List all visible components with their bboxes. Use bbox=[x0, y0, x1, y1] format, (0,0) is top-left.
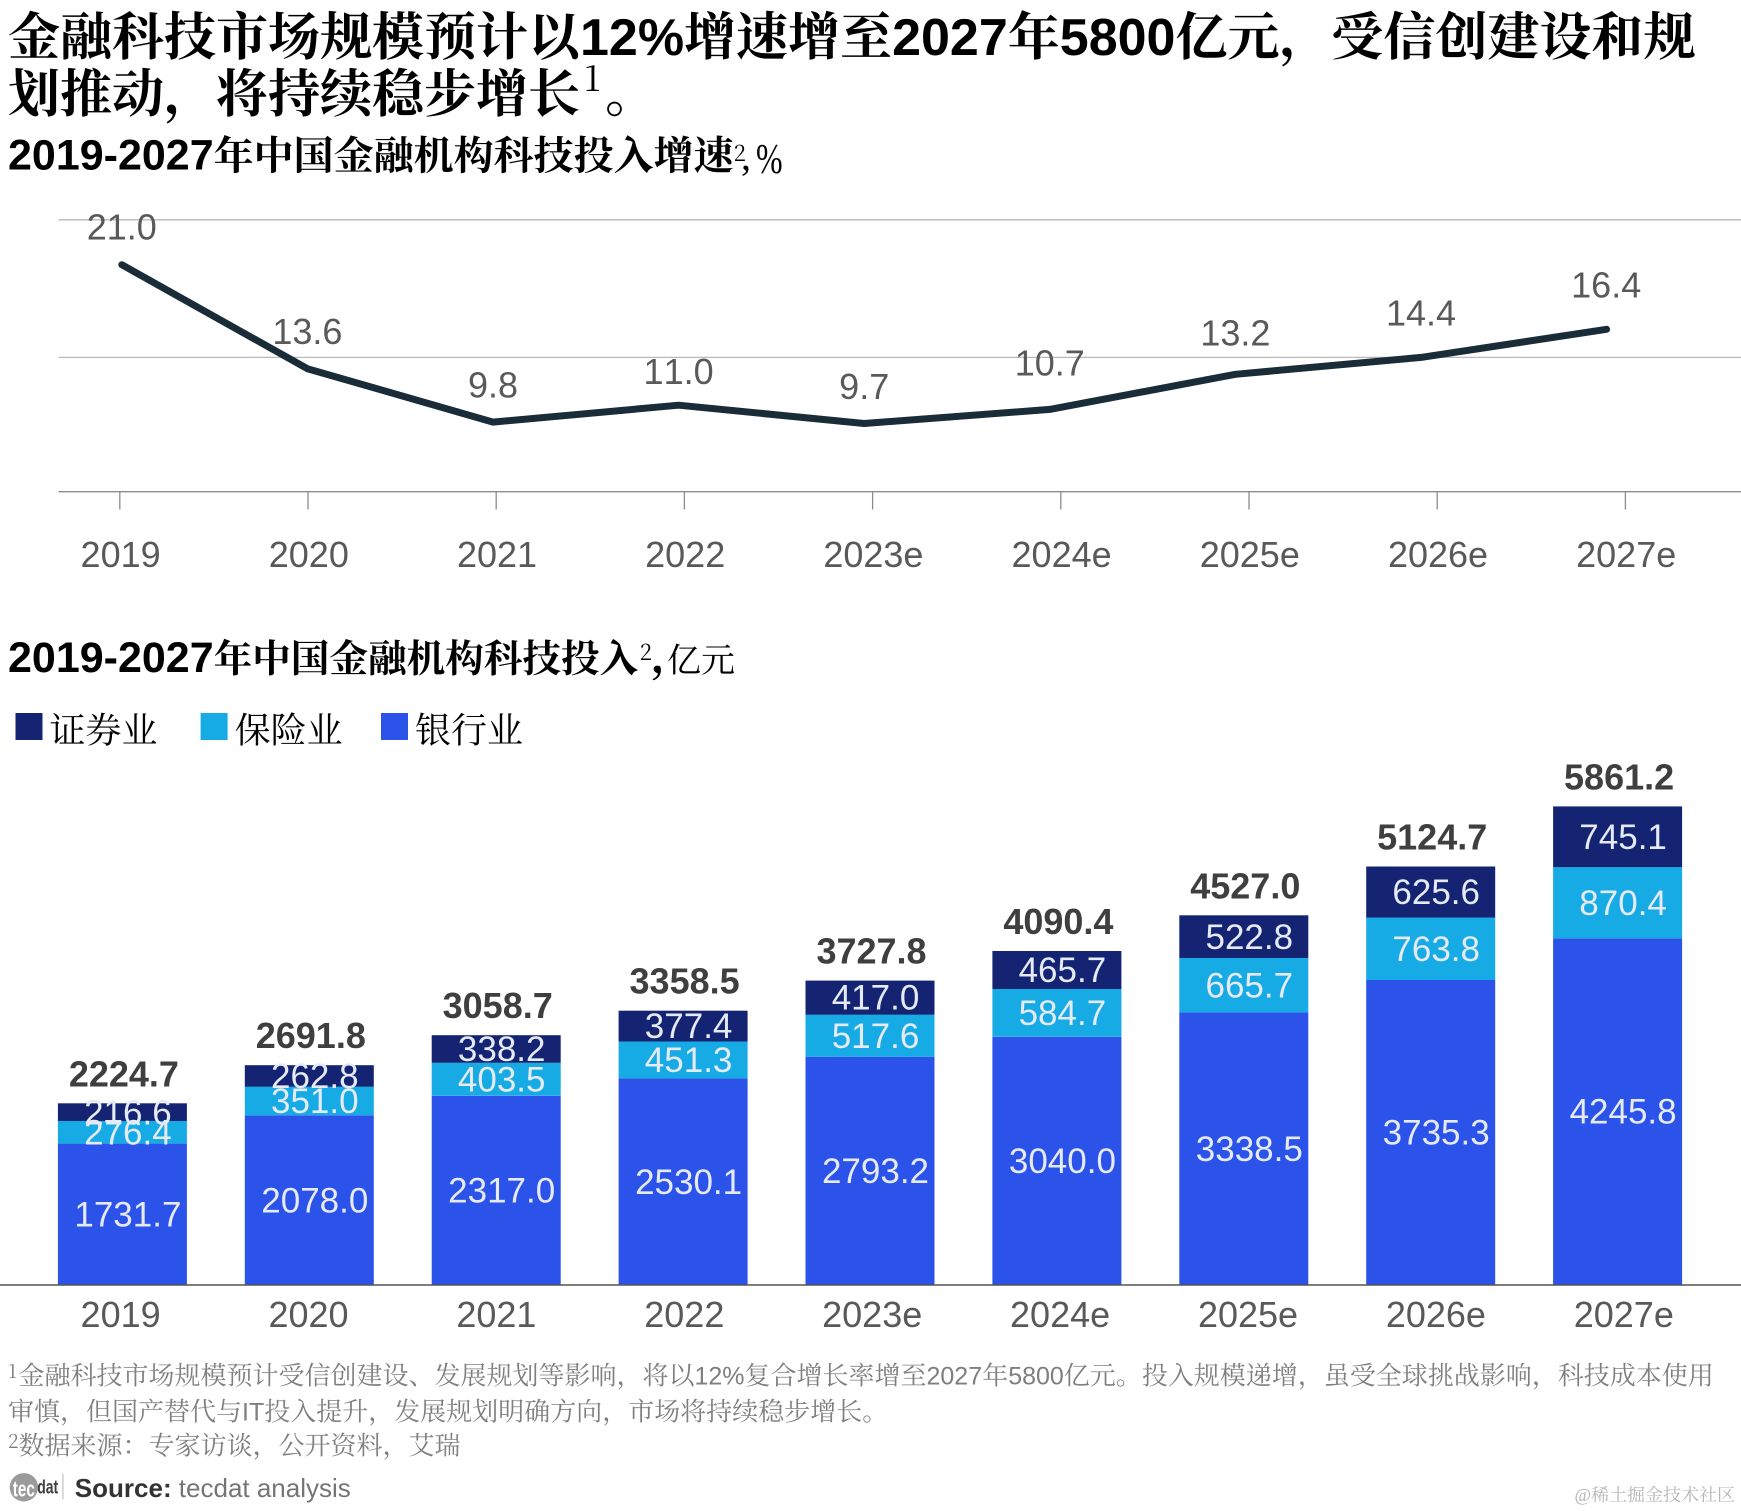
svg-text:2019-2027: 2019-2027 bbox=[8, 634, 214, 682]
svg-text:9.8: 9.8 bbox=[468, 365, 518, 406]
svg-text:2024e: 2024e bbox=[1010, 1294, 1110, 1335]
svg-text:2224.7: 2224.7 bbox=[69, 1053, 179, 1094]
svg-text:10.7: 10.7 bbox=[1015, 343, 1085, 384]
svg-text:351.0: 351.0 bbox=[271, 1082, 359, 1121]
svg-text:12%: 12% bbox=[580, 9, 684, 67]
svg-text:2021: 2021 bbox=[457, 534, 537, 575]
svg-text:5800: 5800 bbox=[1008, 1363, 1064, 1391]
svg-text:21.0: 21.0 bbox=[87, 207, 157, 248]
svg-text:IT: IT bbox=[242, 1399, 264, 1427]
svg-text:2027: 2027 bbox=[927, 1363, 983, 1391]
svg-text:12%: 12% bbox=[695, 1363, 745, 1391]
svg-text:2023e: 2023e bbox=[822, 1294, 922, 1335]
svg-text:2026e: 2026e bbox=[1388, 534, 1488, 575]
svg-text:2026e: 2026e bbox=[1386, 1294, 1486, 1335]
svg-text:tec: tec bbox=[13, 1476, 35, 1501]
svg-text:2020: 2020 bbox=[269, 534, 349, 575]
svg-text:3338.5: 3338.5 bbox=[1196, 1130, 1303, 1169]
svg-text:216.6: 216.6 bbox=[84, 1093, 172, 1132]
svg-text:665.7: 665.7 bbox=[1206, 966, 1294, 1005]
svg-text:2020: 2020 bbox=[268, 1294, 348, 1335]
svg-text:3040.0: 3040.0 bbox=[1009, 1142, 1116, 1181]
svg-text:2023e: 2023e bbox=[823, 534, 923, 575]
svg-text:9.7: 9.7 bbox=[839, 366, 889, 407]
svg-text:465.7: 465.7 bbox=[1019, 951, 1107, 990]
svg-text:262.8: 262.8 bbox=[271, 1057, 359, 1096]
svg-text:4245.8: 4245.8 bbox=[1570, 1093, 1677, 1132]
svg-text:625.6: 625.6 bbox=[1392, 873, 1480, 912]
svg-text:763.8: 763.8 bbox=[1392, 930, 1480, 969]
svg-text:2317.0: 2317.0 bbox=[448, 1172, 555, 1211]
svg-text:1731.7: 1731.7 bbox=[74, 1195, 181, 1234]
svg-text:2019: 2019 bbox=[81, 534, 161, 575]
svg-text:2019: 2019 bbox=[81, 1294, 161, 1335]
svg-text:,: , bbox=[741, 134, 751, 179]
svg-text:2025e: 2025e bbox=[1200, 534, 1300, 575]
svg-text:3727.8: 3727.8 bbox=[816, 931, 926, 972]
svg-text:%: % bbox=[756, 137, 783, 183]
svg-text:16.4: 16.4 bbox=[1571, 265, 1641, 306]
svg-text:13.2: 13.2 bbox=[1200, 313, 1270, 354]
svg-text:870.4: 870.4 bbox=[1579, 884, 1667, 923]
svg-text:377.4: 377.4 bbox=[645, 1007, 733, 1046]
svg-text:3735.3: 3735.3 bbox=[1383, 1114, 1490, 1153]
svg-text:584.7: 584.7 bbox=[1019, 994, 1107, 1033]
svg-text:4090.4: 4090.4 bbox=[1003, 901, 1113, 942]
svg-text:3058.7: 3058.7 bbox=[443, 985, 553, 1026]
svg-text:2022: 2022 bbox=[644, 1294, 724, 1335]
svg-text:2019-2027: 2019-2027 bbox=[8, 132, 214, 180]
svg-text:2691.8: 2691.8 bbox=[256, 1015, 366, 1056]
svg-text:417.0: 417.0 bbox=[832, 979, 920, 1018]
svg-text:14.4: 14.4 bbox=[1386, 292, 1456, 333]
svg-text:2024e: 2024e bbox=[1012, 534, 1112, 575]
svg-text:5124.7: 5124.7 bbox=[1377, 817, 1487, 858]
svg-text:@: @ bbox=[1575, 1485, 1592, 1505]
svg-text:3358.5: 3358.5 bbox=[630, 961, 740, 1002]
svg-text:2027e: 2027e bbox=[1576, 534, 1676, 575]
svg-text:2022: 2022 bbox=[645, 534, 725, 575]
svg-text:276.4: 276.4 bbox=[84, 1113, 172, 1152]
svg-text:2025e: 2025e bbox=[1198, 1294, 1298, 1335]
svg-text:451.3: 451.3 bbox=[645, 1041, 733, 1080]
svg-text:11.0: 11.0 bbox=[644, 351, 714, 392]
svg-text:403.5: 403.5 bbox=[458, 1060, 546, 1099]
svg-text:522.8: 522.8 bbox=[1206, 918, 1294, 957]
svg-text:2793.2: 2793.2 bbox=[822, 1152, 929, 1191]
svg-text:2027e: 2027e bbox=[1574, 1294, 1674, 1335]
svg-text:745.1: 745.1 bbox=[1579, 818, 1667, 857]
svg-text:13.6: 13.6 bbox=[272, 311, 342, 352]
svg-text:dat: dat bbox=[37, 1477, 58, 1499]
svg-text:2078.0: 2078.0 bbox=[261, 1181, 368, 1220]
svg-text:5800: 5800 bbox=[1060, 9, 1176, 67]
svg-text:338.2: 338.2 bbox=[458, 1030, 546, 1069]
svg-text:Source:: Source: bbox=[75, 1473, 172, 1503]
svg-text:4527.0: 4527.0 bbox=[1190, 865, 1300, 906]
svg-text:517.6: 517.6 bbox=[832, 1017, 920, 1056]
svg-text:2530.1: 2530.1 bbox=[635, 1163, 742, 1202]
svg-text:tecdat analysis: tecdat analysis bbox=[179, 1473, 351, 1503]
svg-text:5861.2: 5861.2 bbox=[1564, 756, 1674, 797]
svg-text:2027: 2027 bbox=[892, 9, 1008, 67]
svg-text:2021: 2021 bbox=[456, 1294, 536, 1335]
